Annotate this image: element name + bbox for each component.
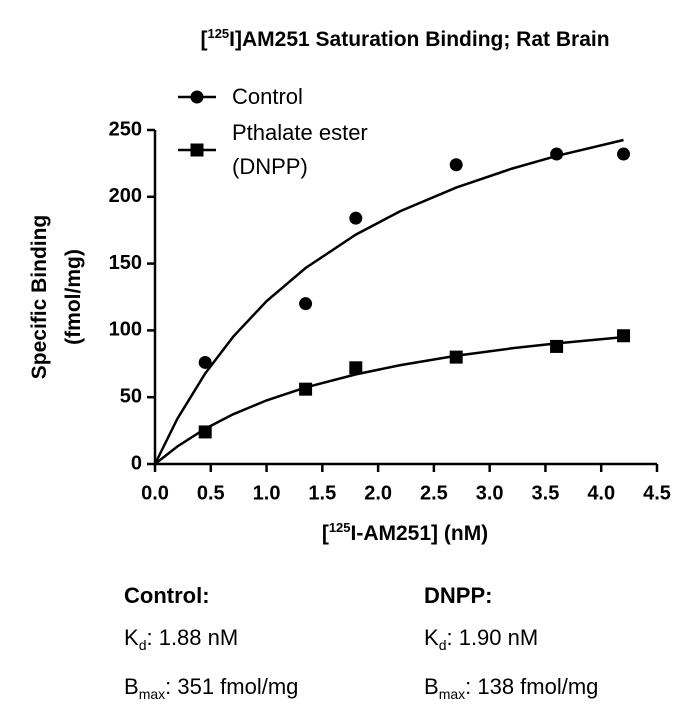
symbol: B: [424, 674, 439, 699]
x-tick-label: 3.5: [532, 482, 560, 504]
annotation: Control: Kd: 1.88 nM Bmax: 351 fmol/mg: [124, 575, 298, 715]
subscript: d: [138, 637, 147, 653]
title-sup: 125: [207, 26, 229, 41]
x-tick-label: 3.0: [476, 482, 504, 504]
legend-marker: [190, 90, 204, 104]
annotation-heading: DNPP:: [424, 583, 493, 608]
annotation-text: : 1.88 nM: [146, 625, 239, 650]
marker: [198, 425, 212, 439]
symbol: B: [124, 674, 139, 699]
annotation-heading: Control:: [124, 583, 210, 608]
y-axis-label: Specific Binding: [28, 215, 51, 380]
fit-curve: [153, 138, 624, 465]
y-tick-label: 100: [109, 319, 142, 341]
y-tick-label: 50: [120, 385, 142, 407]
subscript: max: [138, 686, 166, 702]
x-tick-label: 4.0: [587, 482, 615, 504]
title-part: I]AM251 Saturation Binding; Rat Brain: [229, 28, 609, 51]
subscript: d: [438, 637, 447, 653]
annotation-text: : 351 fmol/mg: [165, 674, 299, 699]
legend-label: Pthalate ester (DNPP): [232, 120, 368, 179]
x-tick-label: 2.5: [420, 482, 448, 504]
marker: [550, 339, 564, 353]
marker: [449, 158, 463, 172]
marker: [349, 361, 363, 375]
marker: [617, 147, 631, 161]
x-tick-label: 0.0: [141, 482, 169, 504]
x-label-part: [: [322, 522, 329, 545]
legend-marker: [190, 143, 204, 157]
marker: [299, 297, 313, 311]
annotation-text: : 1.90 nM: [446, 625, 539, 650]
title-part: [: [200, 28, 207, 51]
y-tick-label: 0: [131, 452, 142, 474]
x-tick-label: 1.5: [308, 482, 336, 504]
annotation-text: : 138 fmol/mg: [465, 674, 599, 699]
y-tick-label: 250: [109, 118, 142, 140]
legend-label: Control: [232, 84, 303, 109]
marker: [198, 355, 212, 369]
fit-curve: [154, 335, 624, 465]
marker: [617, 329, 631, 343]
symbol: K: [124, 625, 139, 650]
y-tick-label: 150: [109, 252, 142, 274]
x-label-sup: 125: [329, 520, 351, 535]
x-tick-label: 1.0: [253, 482, 281, 504]
x-axis-label: [125I-AM251] (nM): [322, 520, 488, 545]
x-tick-label: 4.5: [643, 482, 671, 504]
x-tick-label: 0.5: [197, 482, 225, 504]
marker: [550, 147, 564, 161]
marker: [349, 211, 363, 225]
y-tick-label: 200: [109, 185, 142, 207]
x-label-part: I-AM251] (nM): [351, 522, 489, 545]
subscript: max: [438, 686, 466, 702]
x-tick-label: 2.0: [364, 482, 392, 504]
annotation: DNPP: Kd: 1.90 nM Bmax: 138 fmol/mg: [424, 575, 598, 715]
chart-title: [125I]AM251 Saturation Binding; Rat Brai…: [200, 26, 609, 51]
marker: [299, 382, 313, 396]
marker: [449, 350, 463, 364]
symbol: K: [424, 625, 439, 650]
y-axis-label: (fmol/mg): [62, 249, 85, 345]
